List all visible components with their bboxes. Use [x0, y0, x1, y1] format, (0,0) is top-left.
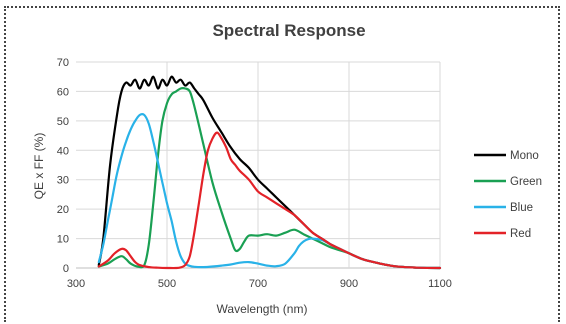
chart-title: Spectral Response — [212, 21, 365, 40]
y-tick-label: 50 — [57, 116, 69, 128]
x-tick-label: 500 — [158, 278, 176, 290]
spectral-response-chart: Spectral Response 0 10 20 30 40 50 60 70 300 500 7… — [32, 21, 542, 316]
y-tick-label: 70 — [57, 57, 69, 69]
legend-label-blue: Blue — [510, 202, 533, 214]
y-tick-label: 40 — [57, 145, 69, 157]
legend-label-green: Green — [510, 176, 542, 188]
x-tick-label: 700 — [249, 278, 267, 290]
chart-frame: Spectral Response 0 10 20 30 40 50 60 70 300 500 7… — [4, 6, 560, 322]
series-line-red — [97, 131, 442, 270]
legend: Mono Green Blue Red — [474, 150, 542, 240]
y-tick-label: 30 — [57, 175, 69, 187]
y-tick-label: 10 — [57, 234, 69, 246]
grid-layer — [76, 61, 441, 269]
y-tick-label: 0 — [63, 263, 69, 275]
y-tick-label: 20 — [57, 204, 69, 216]
y-tick-label: 60 — [57, 86, 69, 98]
y-axis-label: QE x FF (%) — [32, 133, 46, 200]
series-lines — [97, 75, 442, 270]
x-axis-label: Wavelength (nm) — [217, 302, 308, 316]
tick-labels: 0 10 20 30 40 50 60 70 300 500 700 900 1100 — [57, 57, 452, 290]
series-line-green — [97, 87, 442, 270]
x-tick-label: 1100 — [428, 278, 452, 290]
x-tick-label: 900 — [340, 278, 358, 290]
x-tick-label: 300 — [67, 278, 85, 290]
legend-label-red: Red — [510, 228, 531, 240]
legend-label-mono: Mono — [510, 150, 539, 162]
